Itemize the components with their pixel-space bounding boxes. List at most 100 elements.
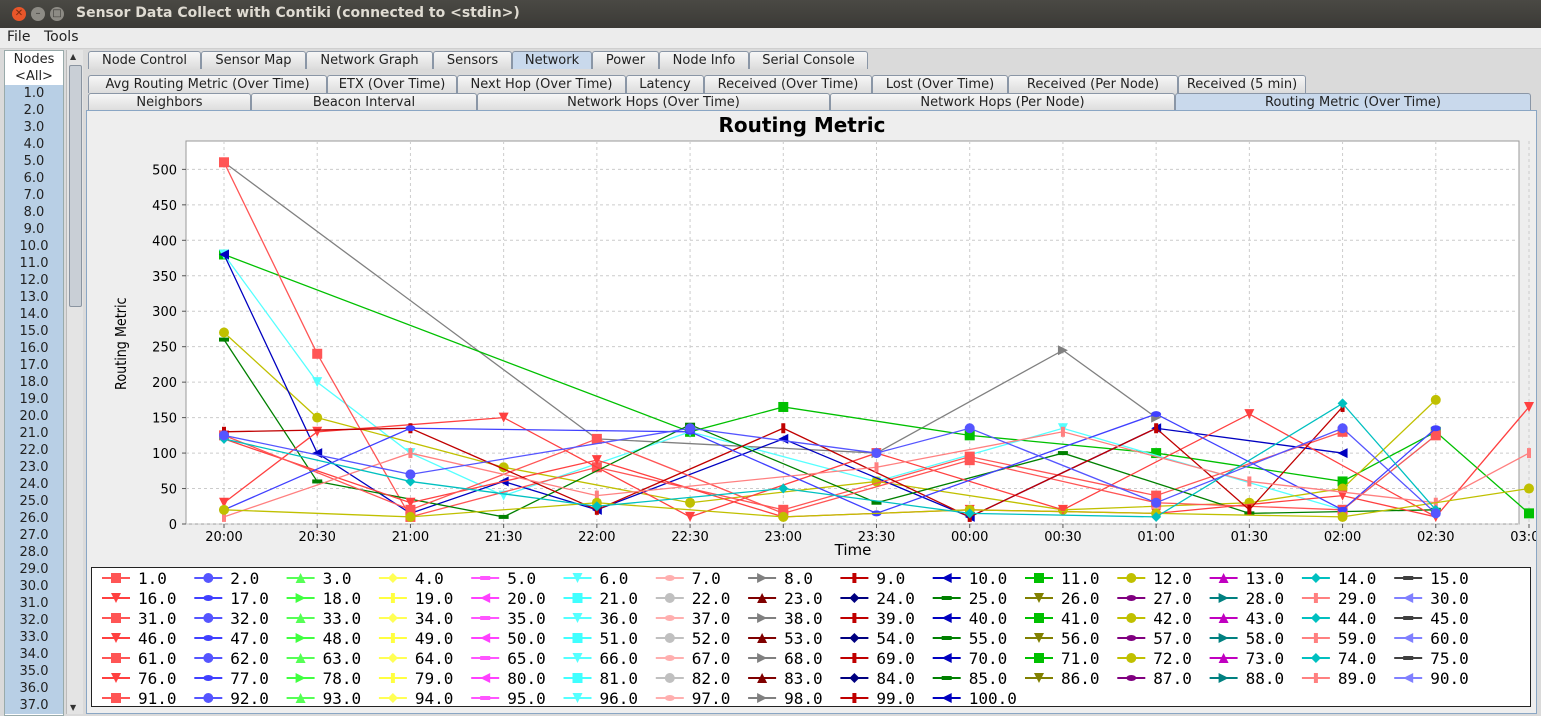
subtab-latency[interactable]: Latency	[626, 75, 704, 93]
y-tick-label: 50	[160, 483, 177, 498]
subtab-network-hops-over-time[interactable]: Network Hops (Over Time)	[477, 93, 830, 111]
legend-label: 18.0	[323, 589, 362, 608]
scroll-down-icon[interactable]: ▼	[70, 703, 77, 712]
subtab-received-5-min[interactable]: Received (5 min)	[1178, 75, 1306, 93]
node-list-item[interactable]: 30.0	[5, 578, 63, 595]
node-list-item[interactable]: 21.0	[5, 425, 63, 442]
scrollbar-thumb[interactable]	[69, 65, 82, 307]
legend-label: 27.0	[1153, 589, 1192, 608]
legend-marker	[295, 673, 306, 683]
node-list-item[interactable]: 8.0	[5, 204, 63, 221]
node-list-item[interactable]: 35.0	[5, 663, 63, 680]
node-list-item[interactable]: 28.0	[5, 544, 63, 561]
series-point	[405, 469, 416, 480]
node-list-item[interactable]: 18.0	[5, 374, 63, 391]
subtab-neighbors[interactable]: Neighbors	[88, 93, 251, 111]
legend-marker	[480, 593, 491, 603]
node-list-item[interactable]: 9.0	[5, 221, 63, 238]
legend-item: 40.0	[932, 609, 1007, 628]
scroll-up-icon[interactable]: ▲	[70, 52, 77, 61]
node-list-item[interactable]: 10.0	[5, 238, 63, 255]
series-point	[781, 423, 786, 434]
node-list-item-all[interactable]: <All>	[5, 68, 63, 85]
close-window-icon[interactable]: ✕	[12, 7, 26, 21]
node-list-item[interactable]: 2.0	[5, 102, 63, 119]
series-point	[219, 249, 229, 260]
tab-power[interactable]: Power	[592, 51, 659, 69]
menu-file[interactable]: File	[7, 29, 31, 45]
node-list-item[interactable]: 37.0	[5, 697, 63, 714]
node-list-item[interactable]: 23.0	[5, 459, 63, 476]
subtab-network-hops-per-node[interactable]: Network Hops (Per Node)	[830, 93, 1175, 111]
node-list-item[interactable]: 11.0	[5, 255, 63, 272]
subtab-received-over-time[interactable]: Received (Over Time)	[704, 75, 872, 93]
y-tick-label: 350	[152, 270, 177, 285]
tab-network-graph[interactable]: Network Graph	[306, 51, 433, 69]
node-list-item[interactable]: 5.0	[5, 153, 63, 170]
node-list-item[interactable]: 36.0	[5, 680, 63, 697]
node-list-item[interactable]: 1.0	[5, 85, 63, 102]
node-list[interactable]: Nodes <All> 1.0 2.0 3.0 4.0 5.0 6.0 7.0 8.0 9.0 1…	[4, 50, 64, 716]
node-list-item[interactable]: 19.0	[5, 391, 63, 408]
subtab-avg-routing-metric-over-time[interactable]: Avg Routing Metric (Over Time)	[88, 75, 327, 93]
node-list-item[interactable]: 6.0	[5, 170, 63, 187]
legend-marker	[852, 693, 857, 703]
series-point	[312, 348, 323, 359]
node-list-item[interactable]: 15.0	[5, 323, 63, 340]
subtab-etx-over-time[interactable]: ETX (Over Time)	[327, 75, 457, 93]
subtab-received-per-node[interactable]: Received (Per Node)	[1008, 75, 1178, 93]
maximize-window-icon[interactable]: □	[50, 7, 64, 21]
legend-label: 69.0	[876, 649, 915, 668]
node-list-item[interactable]: 3.0	[5, 119, 63, 136]
node-list-item[interactable]: 16.0	[5, 340, 63, 357]
node-list-item[interactable]: 13.0	[5, 289, 63, 306]
node-list-item[interactable]: 4.0	[5, 136, 63, 153]
x-tick-label: 22:30	[671, 530, 708, 545]
legend-marker	[757, 633, 768, 643]
subtab-beacon-interval[interactable]: Beacon Interval	[251, 93, 477, 111]
node-list-item[interactable]: 31.0	[5, 595, 63, 612]
legend-item: 93.0	[286, 689, 361, 706]
node-list-item[interactable]: 32.0	[5, 612, 63, 629]
legend-item: 90.0	[1394, 669, 1469, 688]
legend-item: 9.0	[840, 569, 905, 588]
menu-tools[interactable]: Tools	[44, 29, 79, 45]
node-list-item[interactable]: 34.0	[5, 646, 63, 663]
legend-label: 23.0	[784, 589, 823, 608]
legend-label: 6.0	[600, 569, 629, 588]
series-point	[964, 423, 975, 434]
series-point	[1060, 426, 1065, 437]
subtab-next-hop-over-time[interactable]: Next Hop (Over Time)	[457, 75, 626, 93]
series-point	[405, 504, 416, 515]
node-list-item[interactable]: 26.0	[5, 510, 63, 527]
series-point	[964, 455, 975, 466]
node-list-item[interactable]: 20.0	[5, 408, 63, 425]
node-list-item[interactable]: 7.0	[5, 187, 63, 204]
node-list-item[interactable]: 27.0	[5, 527, 63, 544]
tab-node-control[interactable]: Node Control	[88, 51, 201, 69]
tab-sensors[interactable]: Sensors	[433, 51, 512, 69]
series-line	[223, 487, 1530, 518]
menu-bar: File Tools	[0, 28, 1541, 49]
node-list-scrollbar[interactable]: ▲ ▼	[66, 50, 83, 714]
subtab-lost-over-time[interactable]: Lost (Over Time)	[872, 75, 1008, 93]
minimize-window-icon[interactable]: –	[31, 7, 45, 21]
legend-label: 63.0	[323, 649, 362, 668]
tab-sensor-map[interactable]: Sensor Map	[201, 51, 306, 69]
legend-label: 60.0	[1430, 629, 1469, 648]
node-list-item[interactable]: 33.0	[5, 629, 63, 646]
node-list-item[interactable]: 12.0	[5, 272, 63, 289]
node-list-item[interactable]: 29.0	[5, 561, 63, 578]
node-list-item[interactable]: 22.0	[5, 442, 63, 459]
tab-serial-console[interactable]: Serial Console	[749, 51, 868, 69]
tab-network[interactable]: Network	[512, 51, 592, 69]
legend-marker	[111, 613, 121, 623]
node-list-item[interactable]: 17.0	[5, 357, 63, 374]
tab-node-info[interactable]: Node Info	[659, 51, 749, 69]
subtab-routing-metric-over-time[interactable]: Routing Metric (Over Time)	[1175, 93, 1531, 111]
node-list-item[interactable]: 24.0	[5, 476, 63, 493]
legend-label: 48.0	[323, 629, 362, 648]
node-list-item[interactable]: 25.0	[5, 493, 63, 510]
x-tick-label: 20:00	[205, 530, 242, 545]
node-list-item[interactable]: 14.0	[5, 306, 63, 323]
